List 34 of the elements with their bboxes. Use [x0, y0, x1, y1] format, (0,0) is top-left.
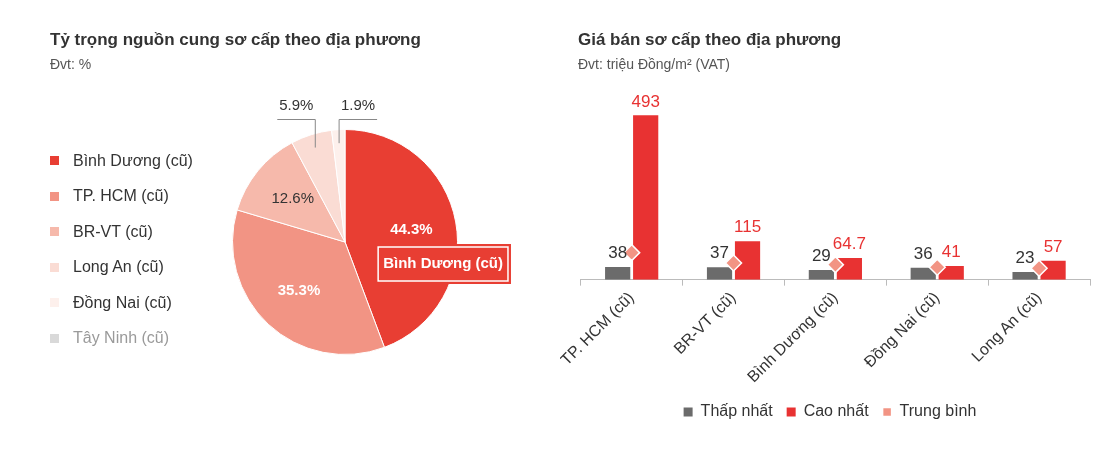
- data-label: 115: [733, 217, 762, 237]
- chart-subtitle: Đvt: %: [50, 56, 93, 72]
- point: [928, 258, 946, 277]
- legend-label: Tây Ninh (cũ): [73, 329, 170, 348]
- data-label: 493: [631, 91, 660, 111]
- slice-label: Bình Dương (cũ): [383, 254, 503, 272]
- bar: [734, 241, 761, 280]
- data-label: 41: [941, 242, 961, 262]
- data-label: 29: [811, 246, 831, 266]
- legend-label: Long An (cũ): [73, 258, 164, 277]
- chart-subtitle: Đvt: triệu Đồng/m² (VAT): [578, 56, 731, 72]
- legend-label: Bình Dương (cũ): [73, 151, 193, 170]
- data-label: 37: [710, 243, 729, 263]
- data-label: 1.9%: [340, 95, 376, 113]
- data-label: 57: [1043, 236, 1063, 256]
- data-label: 5.9%: [279, 95, 314, 113]
- data-label: 44.3%: [390, 220, 433, 238]
- bar: [808, 269, 834, 280]
- legend-label: Cao nhất: [803, 402, 870, 420]
- data-label: 38: [608, 243, 628, 263]
- bar: [706, 267, 733, 280]
- bar: [633, 115, 659, 280]
- data-label: 23: [1015, 248, 1035, 268]
- data-label: 12.6%: [271, 189, 314, 207]
- legend-label: BR-VT (cũ): [73, 222, 153, 241]
- legend-label: Trung bình: [899, 402, 977, 420]
- data-label: 35.3%: [277, 281, 321, 299]
- data-label: 64.7: [832, 234, 866, 254]
- legend-label: Thấp nhất: [700, 402, 774, 420]
- data-label: 36: [913, 243, 933, 263]
- chart-title: Giá bán sơ cấp theo địa phương: [578, 30, 842, 50]
- bar: [605, 266, 631, 280]
- legend-label: TP. HCM (cũ): [73, 187, 169, 206]
- chart-title: Tỷ trọng nguồn cung sơ cấp theo địa phương: [50, 30, 421, 50]
